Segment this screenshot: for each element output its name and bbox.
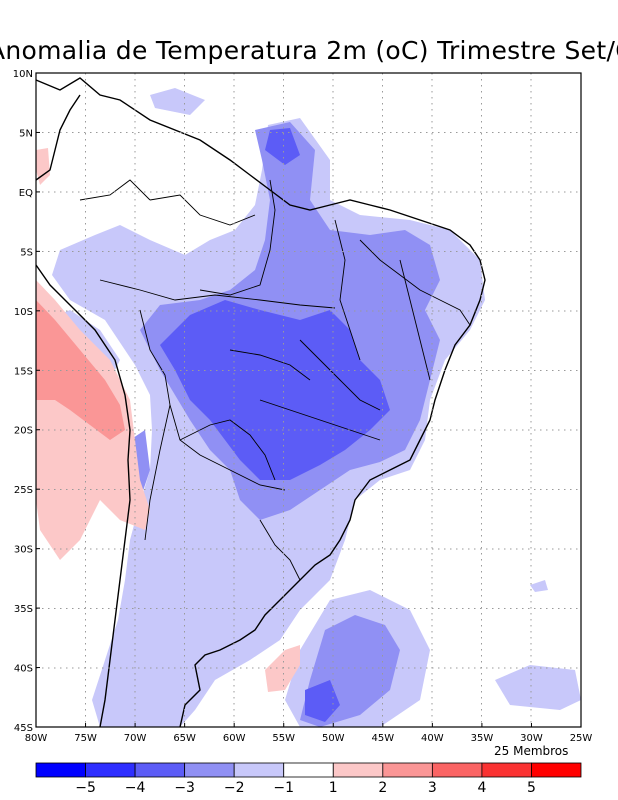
map-title-text: Anomalia de Temperatura 2m (oC) Trimestr… (0, 36, 618, 65)
legend-swatch (134, 762, 186, 778)
lon-tick-label: 60W (223, 733, 246, 744)
lon-tick-label: 65W (173, 733, 196, 744)
country-borders (79, 179, 471, 581)
lat-tick-label: 5S (20, 247, 33, 258)
lon-tick-label: 55W (272, 733, 295, 744)
legend-swatch (283, 762, 334, 778)
lat-tick-label: 10S (14, 307, 33, 318)
lat-tick-label: 45S (14, 723, 33, 734)
lon-tick-label: 50W (322, 733, 345, 744)
legend-label: −5 (75, 780, 96, 796)
grid-lines (36, 73, 581, 727)
legend-swatch (431, 762, 483, 778)
latitude-tick-labels: 10N 5N EQ 5S 10S 15S 20S 25S 30S 35S 40S 45S (13, 69, 40, 734)
legend-label: 5 (527, 780, 536, 796)
legend-label: 2 (378, 780, 387, 796)
legend-swatch (85, 762, 136, 778)
lon-tick-label: 70W (124, 733, 147, 744)
legend-swatch (531, 762, 582, 778)
legend-swatch (184, 762, 235, 778)
legend-label: 3 (428, 780, 437, 796)
medium-red-region (36, 300, 125, 440)
legend-label: −2 (224, 780, 245, 796)
lat-tick-label: 25S (14, 485, 33, 496)
longitude-tick-labels: 80W 75W 70W 65W 60W 55W 50W 45W 40W 35W 30W 25W (25, 723, 593, 744)
lat-tick-label: 30S (14, 545, 33, 556)
lon-tick-label: 30W (520, 733, 543, 744)
legend-label: 4 (477, 780, 486, 796)
lat-tick-label: EQ (19, 188, 33, 199)
lat-tick-label: 15S (14, 366, 33, 377)
dark-blue-region (160, 128, 390, 722)
legend-swatch (233, 762, 285, 778)
lat-tick-label: 40S (14, 664, 33, 675)
coastlines (35, 77, 486, 728)
legend-label: −1 (273, 780, 294, 796)
lat-tick-label: 10N (13, 69, 33, 80)
legend-swatch (481, 762, 532, 778)
lon-tick-label: 45W (372, 733, 395, 744)
legend-swatch (332, 762, 384, 778)
lon-tick-label: 80W (25, 733, 48, 744)
lon-tick-label: 35W (471, 733, 494, 744)
members-label: 25 Membros (494, 744, 569, 758)
lon-tick-label: 25W (570, 733, 593, 744)
lon-tick-label: 40W (421, 733, 444, 744)
legend-label: −3 (174, 780, 195, 796)
lat-tick-label: 35S (14, 604, 33, 615)
legend-swatch (382, 762, 433, 778)
color-legend: −5 −4 −3 −2 −1 1 2 3 4 5 (35, 762, 582, 796)
map-title: Anomalia de Temperatura 2m (oC) Trimestr… (0, 36, 618, 68)
legend-label: 1 (329, 780, 338, 796)
lon-tick-label: 75W (74, 733, 97, 744)
legend-label: −4 (125, 780, 146, 796)
anomaly-shading (36, 88, 581, 727)
legend-swatch (35, 762, 86, 778)
lat-tick-label: 5N (19, 128, 33, 139)
plot-frame (35, 72, 582, 728)
lat-tick-label: 20S (14, 426, 33, 437)
